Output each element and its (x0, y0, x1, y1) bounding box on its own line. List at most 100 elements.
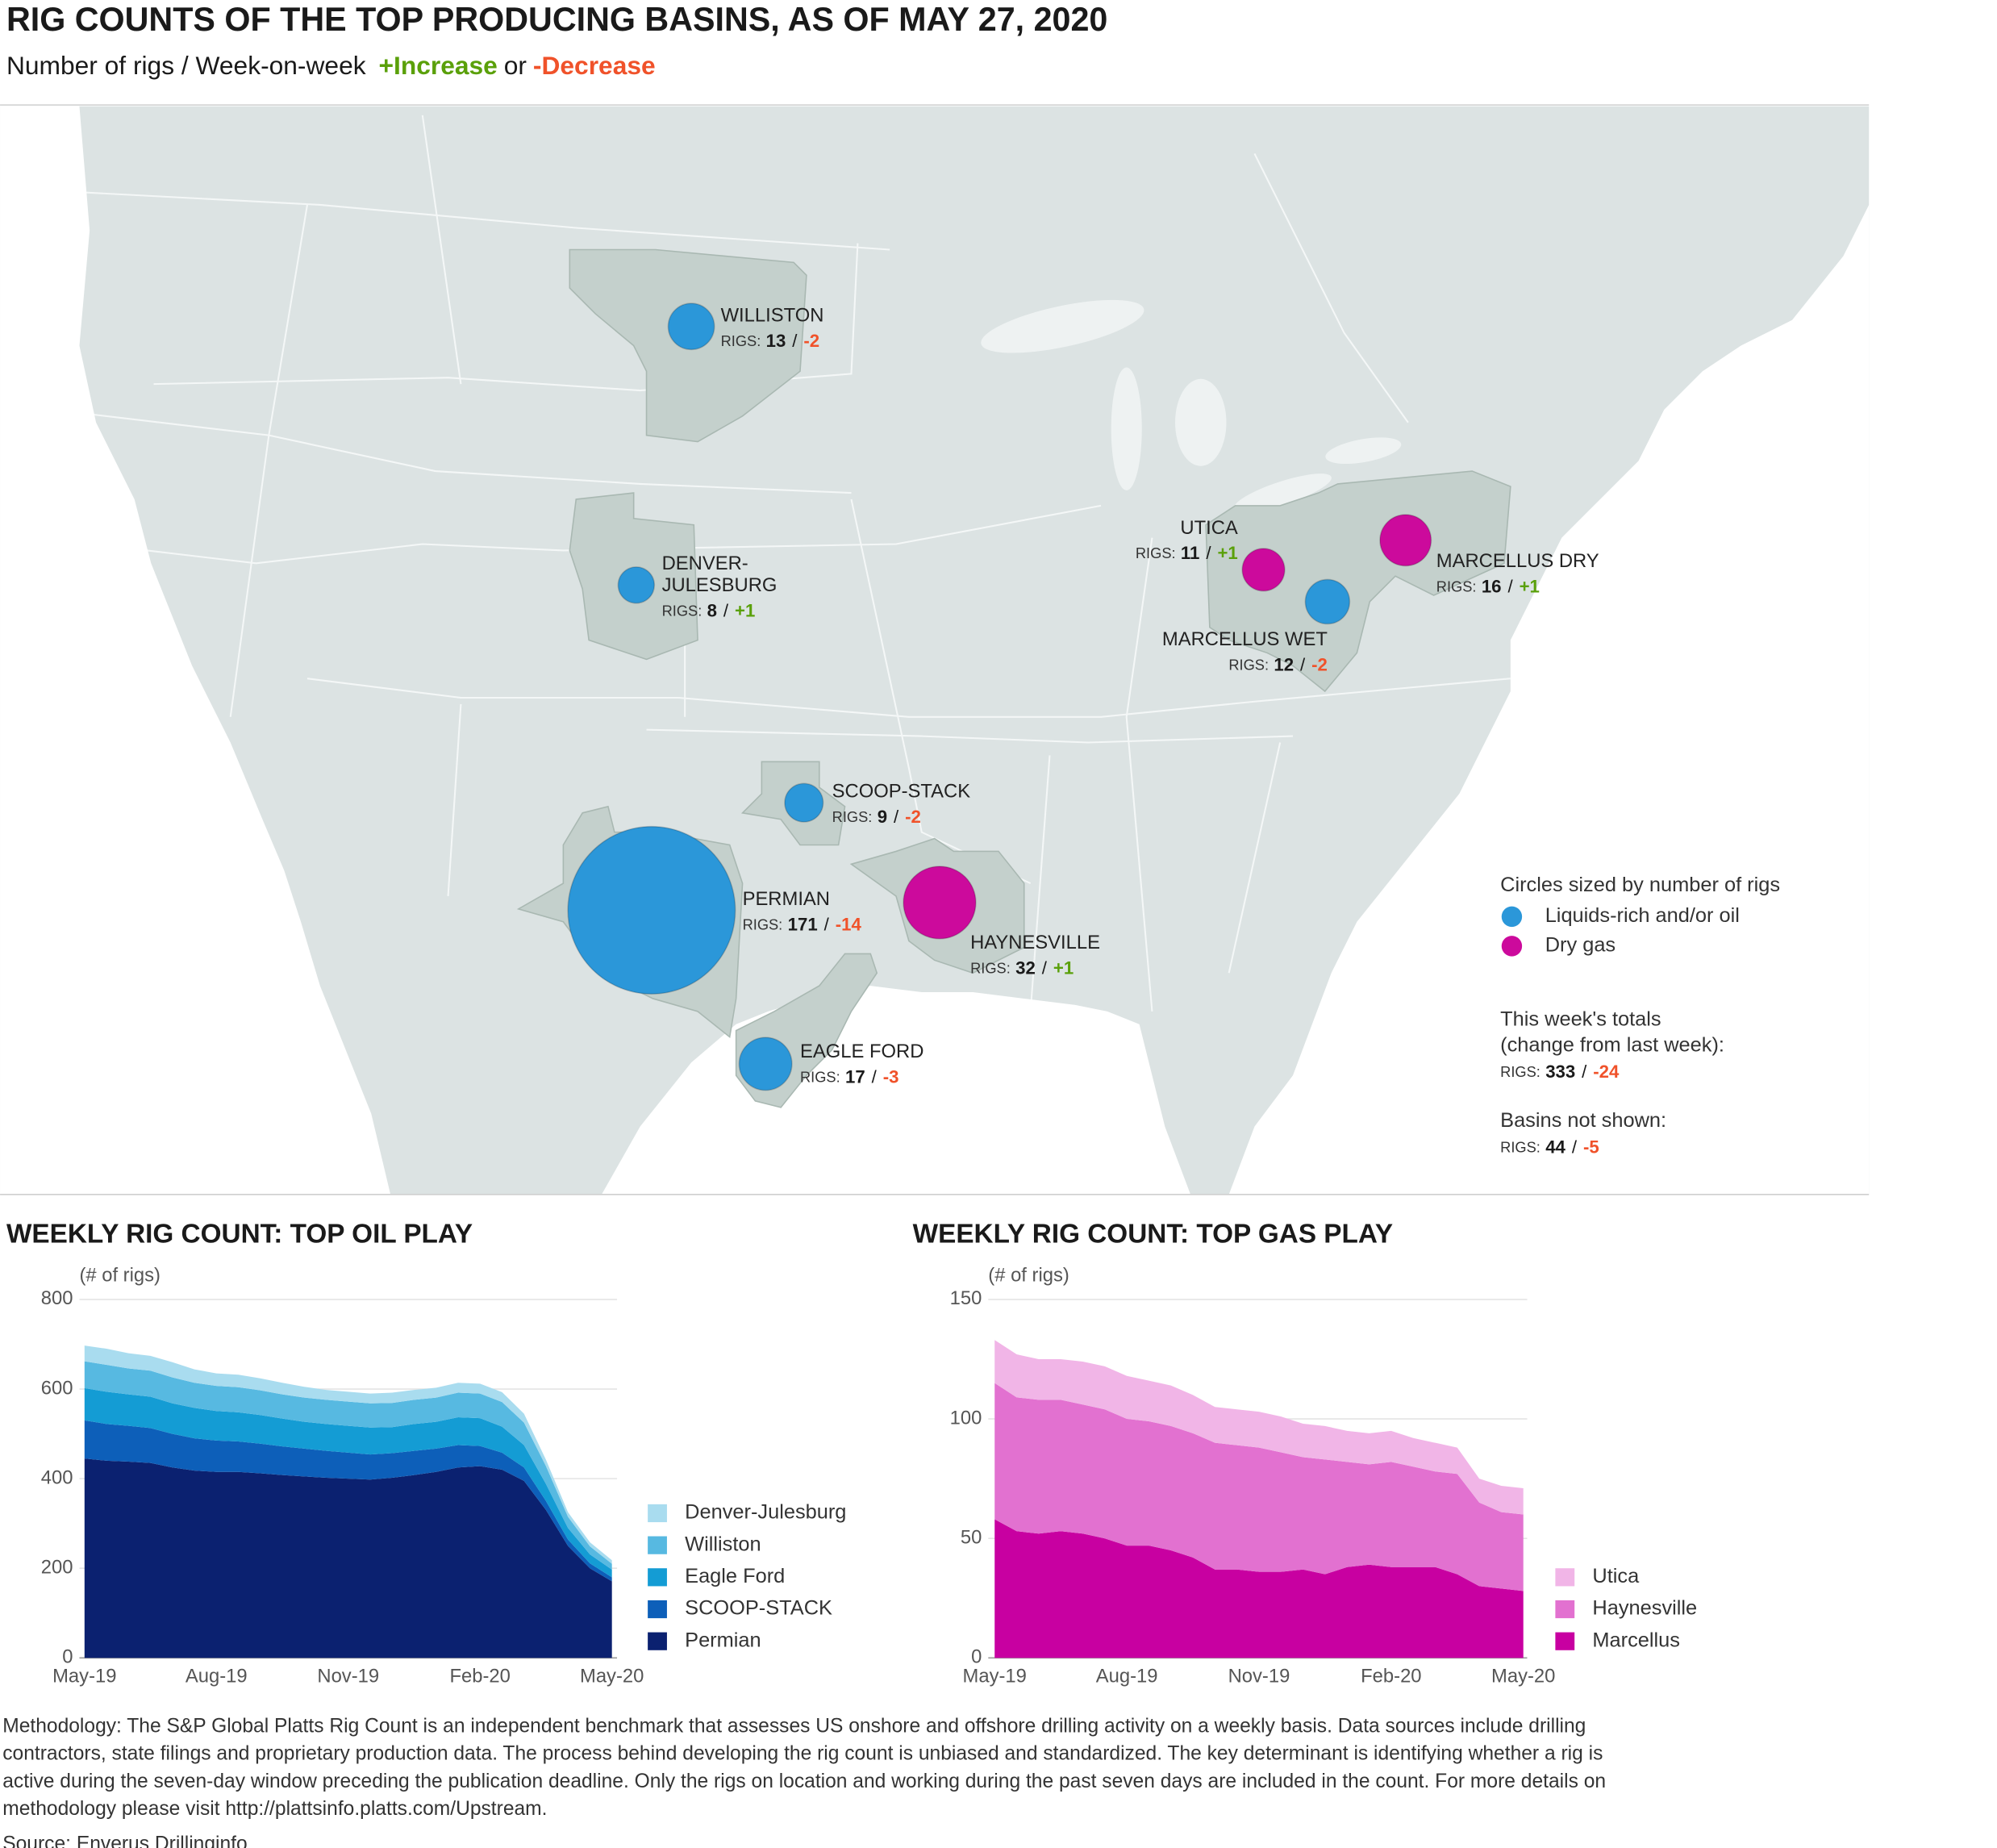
basin-circle (738, 1037, 793, 1091)
rigs-label: RIGS: (800, 1068, 840, 1085)
rigs-change: -14 (836, 914, 862, 934)
border (147, 504, 1102, 565)
y-tick-label: 100 (950, 1407, 982, 1429)
separator: / (1507, 576, 1513, 596)
basin-circle (617, 566, 656, 604)
rigs-value: 8 (707, 601, 717, 621)
rigs-line: RIGS: 8 / +1 (662, 601, 756, 621)
lake (1325, 437, 1402, 464)
rigs-value: 13 (766, 331, 786, 351)
or-text: or (504, 52, 527, 81)
legend-swatch (648, 1632, 667, 1650)
basin-circle (784, 782, 824, 823)
title: RIG COUNTS OF THE TOP PRODUCING BASINS, … (6, 1, 1107, 38)
separator: / (1300, 654, 1306, 674)
rigs-value: 12 (1274, 654, 1294, 674)
legend-label: Dry gas (1545, 934, 1616, 957)
x-tick-label: Aug-19 (1096, 1665, 1158, 1687)
legend-swatch (1555, 1632, 1575, 1650)
y-tick-label: 200 (41, 1556, 73, 1578)
legend-label: SCOOP-STACK (685, 1597, 832, 1620)
basin-name: PERMIAN (743, 888, 830, 910)
rigs-value: 333 (1545, 1062, 1575, 1082)
area (994, 1383, 1524, 1591)
lakes (981, 299, 1402, 512)
rigs-label: RIGS: (1228, 656, 1269, 673)
subtitle: Number of rigs / Week-on-week +Increase or… (6, 52, 656, 81)
basin-name: SCOOP-STACK (832, 781, 971, 803)
border (153, 243, 859, 392)
legend-swatch (1501, 906, 1523, 928)
rigs-label: RIGS: (970, 959, 1011, 976)
border (421, 115, 462, 385)
border (1029, 755, 1051, 1012)
border (51, 408, 852, 494)
rigs-value: 17 (845, 1066, 865, 1087)
x-tick-label: May-20 (580, 1665, 644, 1687)
basin-name: JULESBURG (662, 574, 778, 596)
basin-name: DENVER- (662, 553, 748, 574)
rigs-change: -3 (883, 1066, 899, 1087)
rigs-change: +1 (735, 601, 755, 621)
border (1228, 742, 1282, 974)
y-tick-label: 150 (950, 1287, 982, 1309)
border (229, 204, 308, 717)
basin-circle (1379, 514, 1432, 567)
lake (1175, 378, 1227, 466)
rigs-change: -2 (905, 807, 921, 827)
rigs-change: +1 (1217, 543, 1237, 563)
legend-label: Permian (685, 1629, 761, 1651)
methodology: active during the seven-day window prece… (2, 1771, 1606, 1792)
area (84, 1345, 612, 1564)
rigs-label: RIGS: (1500, 1063, 1540, 1080)
rigs-change: -2 (803, 331, 819, 351)
area (84, 1361, 612, 1570)
x-tick-label: May-20 (1491, 1665, 1555, 1687)
legend-swatch (1555, 1600, 1575, 1619)
legend-label: Denver-Julesburg (685, 1501, 846, 1524)
legend-label: Eagle Ford (685, 1565, 785, 1587)
basin-circle (1304, 578, 1351, 625)
legend-label: Liquids-rich and/or oil (1545, 904, 1740, 927)
rigs-line: RIGS: 12 /-2 (1228, 654, 1328, 674)
chart-title: WEEKLY RIG COUNT: TOP GAS PLAY (913, 1219, 1393, 1249)
separator: / (723, 601, 729, 621)
legend-label: Haynesville (1592, 1597, 1697, 1620)
rigs-label: RIGS: (1500, 1138, 1540, 1155)
legend-swatch (1501, 936, 1523, 957)
ocean (0, 106, 391, 1195)
rigs-line: RIGS: 13 /-2 (721, 331, 820, 351)
rigs-value: 11 (1181, 543, 1199, 563)
x-tick-label: Nov-19 (317, 1665, 379, 1687)
rigs-value: 9 (878, 807, 887, 827)
basin-name: UTICA (1180, 517, 1238, 539)
basin-circle (1241, 548, 1286, 592)
area (84, 1387, 612, 1578)
basin-area (1205, 470, 1511, 693)
decrease-key: -Decrease (533, 52, 656, 81)
y-tick-label: 0 (62, 1646, 73, 1668)
chart-title: WEEKLY RIG COUNT: TOP OIL PLAY (6, 1219, 473, 1249)
footer: Methodology: The S&P Global Platts Rig C… (2, 1716, 1606, 1848)
border (1125, 537, 1153, 1012)
x-tick-label: May-19 (963, 1665, 1027, 1687)
axis-label: (# of rigs) (79, 1265, 160, 1287)
source: Source: Enverus Drillinginfo (2, 1833, 247, 1848)
area (994, 1519, 1524, 1658)
map (0, 106, 1870, 1195)
not-shown-title: Basins not shown: (1500, 1109, 1666, 1132)
basin-circle (567, 825, 736, 995)
y-tick-label: 50 (961, 1526, 982, 1548)
separator: / (792, 331, 798, 351)
separator: / (872, 1066, 878, 1087)
basin-name: WILLISTON (721, 304, 824, 326)
rigs-line: RIGS: 333 / -24 (1500, 1062, 1620, 1082)
totals-title: This week's totals (1500, 1008, 1661, 1031)
separator: / (1042, 957, 1048, 978)
legend-swatch (648, 1504, 667, 1523)
lake (1233, 473, 1332, 512)
y-tick-label: 0 (971, 1646, 982, 1668)
x-tick-label: Nov-19 (1228, 1665, 1290, 1687)
rigs-value: 16 (1482, 576, 1502, 596)
rigs-line: RIGS: 9 / -2 (832, 807, 921, 827)
